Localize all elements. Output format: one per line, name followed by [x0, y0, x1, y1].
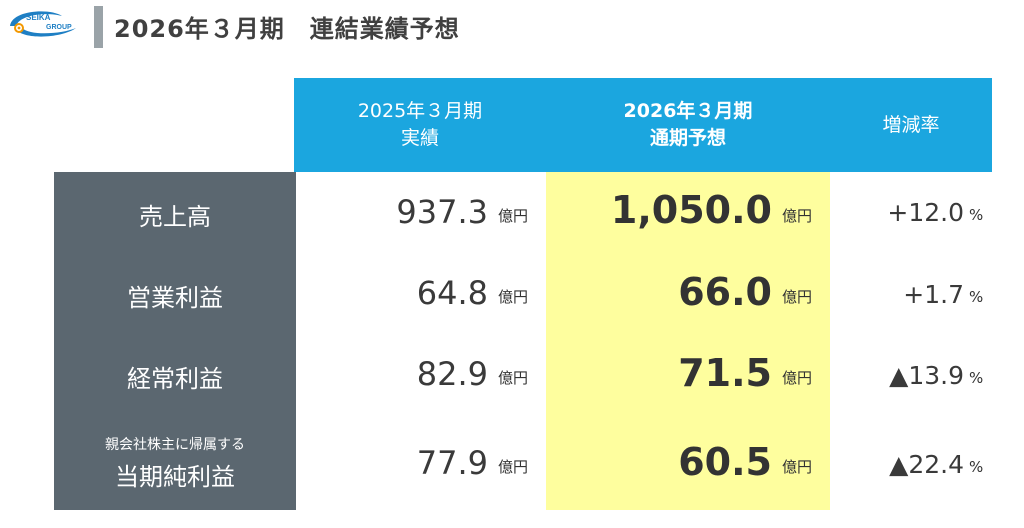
prev-value-net-sales: 937.3	[396, 193, 488, 231]
prev-value-operating-income: 64.8	[416, 274, 488, 312]
unit-label: 億円	[782, 288, 813, 306]
prev-value-ordinary-income: 82.9	[416, 355, 488, 393]
unit-label: 億円	[782, 369, 813, 387]
percent-sign: %	[969, 458, 984, 476]
row-label-net-income-qualifier: 親会社株主に帰属する	[105, 437, 245, 453]
column-header-prev-line2: 実績	[400, 127, 439, 149]
forecast-value-operating-income: 66.0	[678, 270, 772, 314]
row-label-ordinary-income: 経常利益	[127, 365, 223, 393]
column-header-forecast-line2: 通期予想	[649, 127, 726, 149]
column-header-prev-line1: 2025年３月期	[357, 100, 483, 122]
column-header-forecast-line1: 2026年３月期	[623, 100, 753, 122]
unit-label: 億円	[782, 207, 813, 225]
row-label-operating-income: 営業利益	[127, 284, 223, 312]
prev-value-net-income: 77.9	[416, 444, 488, 482]
unit-label: 億円	[498, 288, 529, 306]
unit-label: 億円	[782, 458, 813, 476]
change-rate-net-income: ▲22.4	[889, 450, 964, 479]
row-label-column	[54, 172, 296, 510]
title-accent-bar	[94, 6, 103, 48]
forecast-value-net-sales: 1,050.0	[610, 188, 772, 232]
change-rate-net-sales: +12.0	[887, 198, 964, 227]
unit-label: 億円	[498, 369, 529, 387]
forecast-value-ordinary-income: 71.5	[678, 351, 772, 395]
unit-label: 億円	[498, 207, 529, 225]
page-title: 2026年３月期 連結業績予想	[114, 15, 460, 43]
logo-text-seika: SEIKA	[26, 13, 51, 22]
column-header-prev-actual: 2025年３月期 実績	[294, 78, 546, 172]
percent-sign: %	[969, 288, 984, 306]
row-label-net-sales: 売上高	[139, 203, 211, 231]
percent-sign: %	[969, 369, 984, 387]
change-rate-operating-income: +1.7	[903, 280, 964, 309]
forecast-highlight-column	[546, 172, 830, 510]
column-header-forecast: 2026年３月期 通期予想	[546, 78, 830, 172]
page-header: SEIKA GROUP 2026年３月期 連結業績予想	[0, 0, 1024, 60]
percent-sign: %	[969, 206, 984, 224]
column-header-change-rate: 増減率	[882, 113, 940, 136]
forecast-value-net-income: 60.5	[678, 440, 772, 484]
seika-group-logo: SEIKA GROUP	[10, 11, 76, 37]
change-rate-ordinary-income: ▲13.9	[889, 361, 964, 390]
logo-text-group: GROUP	[46, 24, 72, 31]
table-header-background	[294, 78, 992, 172]
row-label-net-income: 当期純利益	[115, 463, 235, 491]
unit-label: 億円	[498, 458, 529, 476]
